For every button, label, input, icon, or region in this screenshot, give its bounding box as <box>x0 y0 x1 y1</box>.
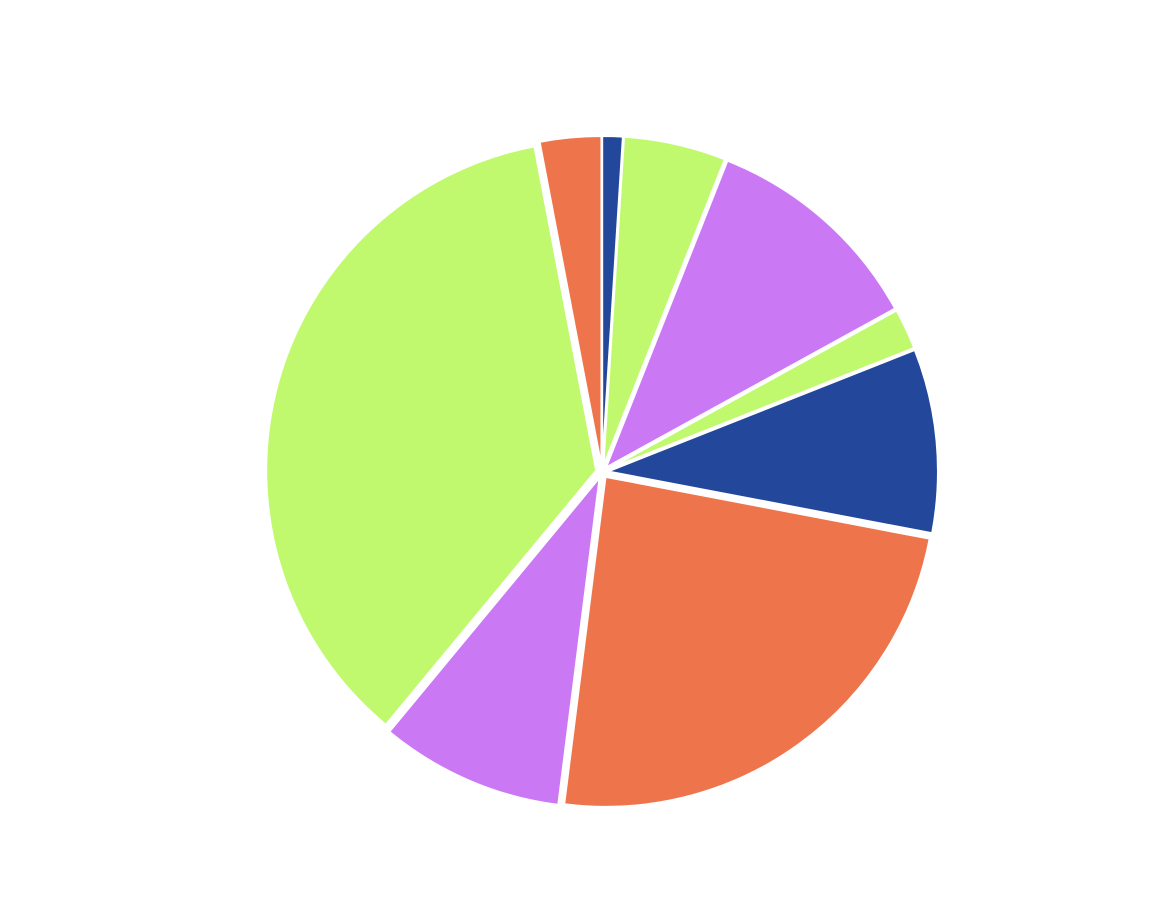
pie-slice <box>265 145 598 727</box>
pie-slice <box>602 135 727 467</box>
pie-slice <box>538 135 603 467</box>
pie-slice <box>604 348 939 535</box>
pie-slice <box>604 159 897 470</box>
pie-slice <box>606 309 916 471</box>
pie-slice <box>563 475 931 808</box>
pie-slice <box>387 474 602 807</box>
